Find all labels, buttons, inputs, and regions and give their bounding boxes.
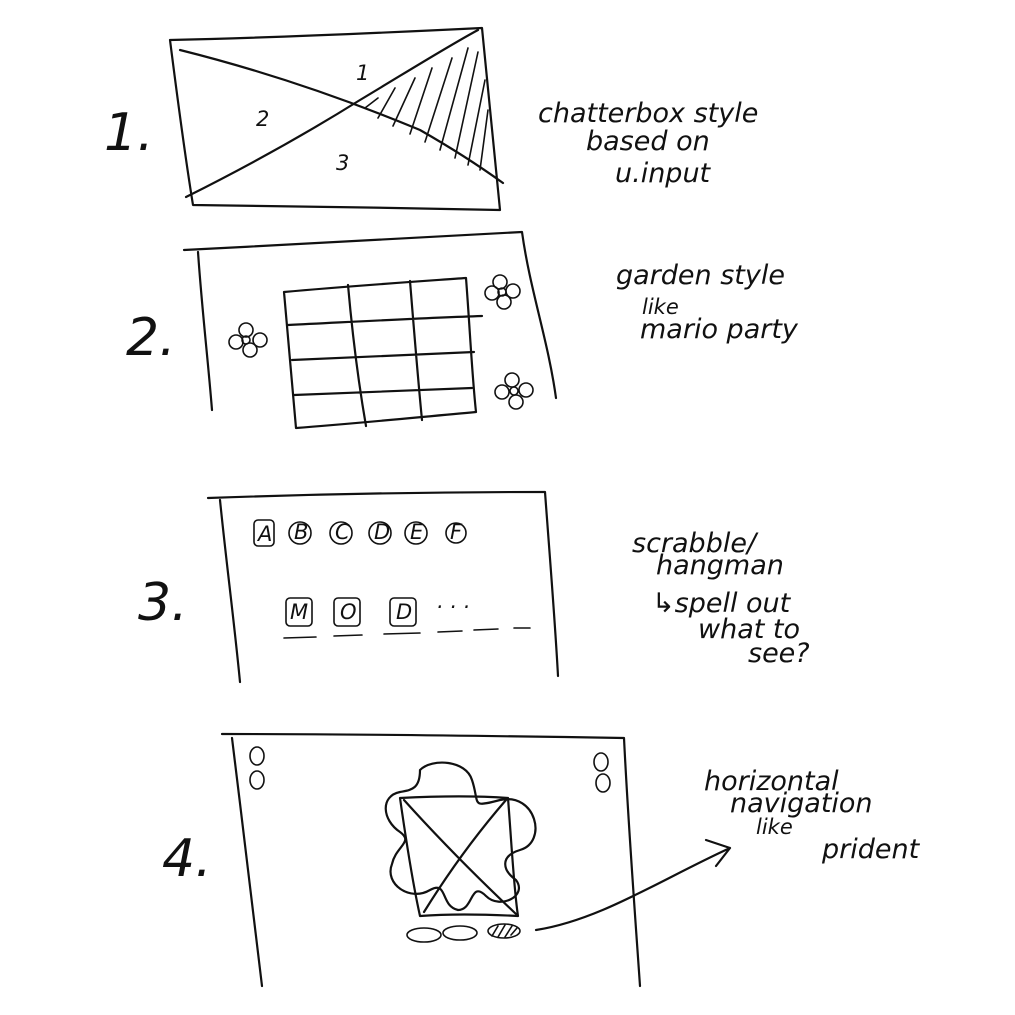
sketch-4-blob-shape [384,761,537,912]
answer-tile-label: D [396,600,412,624]
letter-tile-label: F [450,520,463,544]
sketch-3-note-line-2: hangman [656,550,784,581]
sketch-1-note-line-2: based on [586,126,710,157]
sketch-2-note-line-3: mario party [640,314,799,345]
sketch-1-hatching [364,47,489,171]
letter-tile [288,521,312,545]
letter-tile-row: A B C D E F [253,519,467,547]
letter-tile-label: A [256,522,272,546]
sketch-3-note-line-3: ↳spell out [652,588,792,619]
letter-tile-label: D [374,520,390,544]
sketch-2: 2. garden style like mario party [126,230,799,430]
sketch-4-note-line-1: horizontal [704,766,839,797]
active-dot-hatching [491,924,518,938]
sketch-1-frame [168,26,502,212]
letter-tile-label: B [294,520,308,544]
sketch-2-note-line-1: garden style [616,260,785,291]
answer-tile [333,597,361,627]
sketch-2-frame [182,230,558,412]
letter-tile [404,521,428,545]
callout-arrow [534,838,732,932]
sketch-4-frame [220,732,642,988]
button-pair-icon [593,752,611,793]
sketch-1-diagonal-a [178,48,505,185]
answer-blank-lines [283,627,531,639]
sketch-3: 3. A B C D E F M O D · · · scrabble/ [138,490,810,684]
sketch-3-number: 3. [138,573,188,633]
sketch-3-note-line-5: see? [748,638,810,669]
button-pair-icon [249,746,265,790]
sketch-1-region-3: 3 [336,151,349,175]
sketch-4-note-line-4: prident [821,834,921,865]
letter-tile [253,519,275,547]
letter-tile [368,521,392,545]
page-indicator-dots [406,923,521,943]
sketch-3-frame [206,490,560,684]
answer-trailing-dots: · · · [436,595,469,619]
sketch-3-note-line-1: scrabble/ [632,528,759,559]
letter-tile-label: E [410,520,424,544]
sketch-1-diagonal-b [184,28,480,199]
sketch-4: 4. horizontal navigation like prident [162,732,921,988]
sketch-2-note-line-2: like [642,295,679,319]
page-indicator-dot [406,927,442,943]
sketch-2-number: 2. [126,308,176,368]
answer-tile [389,597,417,627]
sketch-1-region-2: 2 [256,107,269,131]
answer-tile-label: O [340,600,357,624]
sketch-1-note-line-1: chatterbox style [538,98,758,129]
letter-tile [329,521,353,545]
answer-tile-label: M [290,600,308,624]
answer-tile [285,597,313,627]
sketch-1-region-1: 1 [356,61,369,85]
letter-tile [445,522,467,544]
sketch-1: 1. 1 2 3 chatterbox style based on u.inp… [104,26,758,212]
flower-icon [494,372,534,410]
answer-tile-row: M O D · · · [283,595,531,639]
sketch-4-note-line-2: navigation [730,788,873,819]
sketch-3-note-line-4: what to [698,614,800,645]
page-indicator-dot [442,925,478,941]
sketch-4-number: 4. [162,829,212,889]
sketch-1-number: 1. [104,103,154,163]
sketch-1-note-line-3: u.input [615,158,712,189]
letter-tile-label: C [335,520,350,544]
page-indicator-dot-active [487,923,521,939]
sketch-4-image-box [398,795,520,918]
sketch-4-image-cross [402,798,518,916]
flower-icon [484,274,521,310]
flower-icon [228,322,268,358]
sketch-2-grid-lines [286,279,484,428]
sketch-4-note-line-3: like [756,815,793,839]
